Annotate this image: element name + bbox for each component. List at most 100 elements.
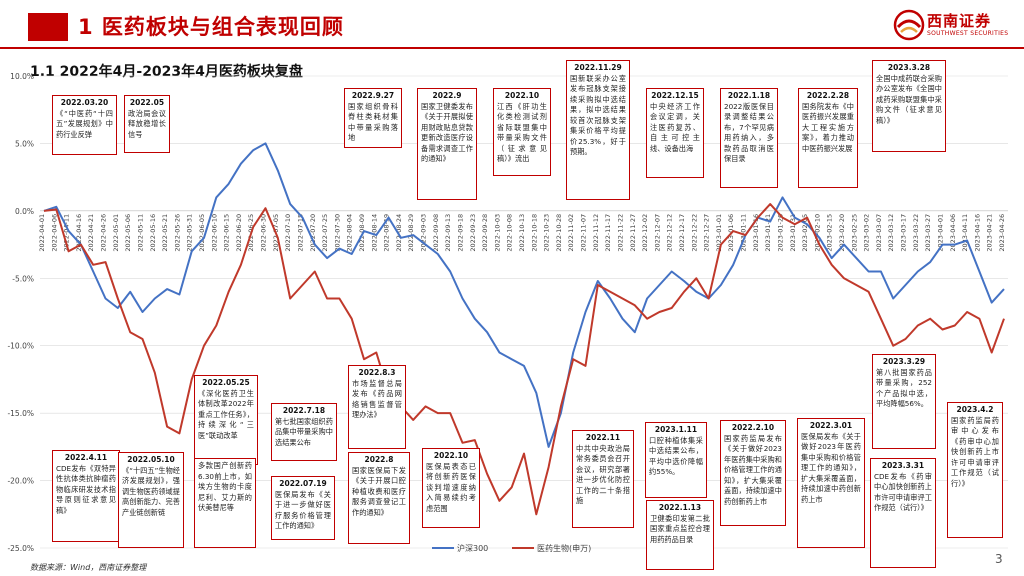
y-tick-label: 5.0% [15,139,34,148]
x-tick-label: 2023-01-01 [715,214,723,252]
annotation-text: 国务院发布《中医药振兴发展重大工程实施方案》，着力推动中医药振兴发展 [802,101,854,153]
event-annotation: 多款国产创新药6.30前上市，如埃方生物的卡度尼利、艾力斯的伏美替尼等 [194,458,256,548]
annotation-text: 中共中央政治局常务委员会召开会议，研究部署进一步优化防控工作的二十条措施 [576,443,630,506]
annotation-text: 医保局发布《关于进一步做好医疗服务价格管理工作的通知》 [275,489,331,531]
event-annotation: 2022.10 医保局表态已将创新药医保谈判增速度纳入简易续约考虑范围 [422,448,480,528]
logo-icon [893,9,925,41]
x-tick-label: 2022-04-26 [100,214,108,252]
annotation-text: 口腔种植体集采中选结果公布，平均中选价降幅约55%。 [649,435,703,477]
x-tick-label: 2023-03-27 [924,214,932,252]
x-tick-label: 2023-04-06 [949,214,957,252]
x-tick-label: 2022-09-23 [469,214,477,252]
x-tick-label: 2023-03-17 [900,214,908,252]
event-annotation: 2022.07.19 医保局发布《关于进一步做好医疗服务价格管理工作的通知》 [271,476,335,540]
x-tick-label: 2022-08-29 [407,214,415,252]
x-tick-label: 2022-11-22 [616,214,624,252]
x-tick-label: 2022-05-06 [124,214,132,252]
x-tick-label: 2022-06-15 [223,214,231,252]
x-tick-label: 2023-02-10 [813,214,821,252]
annotation-text: 国家组织骨科脊柱类耗材集中带量采购落地 [348,101,398,143]
annotation-text: 江西《肝功生化类检测试剂省际联盟集中带量采购文件（征求意见稿）》流出 [497,101,547,164]
event-annotation: 2022.8.3 市场监督总局发布《药品网络销售监督管理办法》 [348,365,406,449]
annotation-date: 2022.07.19 [279,479,327,488]
x-tick-label: 2023-04-01 [936,214,944,252]
annotation-date: 2023.3.29 [882,357,926,366]
event-annotation: 2023.3.29 第八批国家药品带量采购，252个产品拟中选，平均降幅56%。 [872,354,936,449]
x-tick-label: 2022-10-08 [506,214,514,252]
x-tick-label: 2023-03-07 [875,214,883,252]
x-tick-label: 2023-01-21 [764,214,772,252]
annotation-text: 国家卫健委发布《关于开展拟使用财政贴息贷款更新改造医疗设备需求调查工作的通知》 [421,101,473,164]
annotation-text: 国家药监局发布《关于做好2023年医药集中采购和价格管理工作的通知》，扩大集采覆… [724,433,782,506]
annotation-date: 2022.2.10 [731,423,775,432]
x-tick-label: 2023-02-25 [850,214,858,252]
annotation-date: 2023.4.2 [956,405,994,414]
annotation-date: 2022.10 [504,91,540,100]
x-tick-label: 2022-06-20 [235,214,243,252]
x-tick-label: 2022-11-02 [567,214,575,252]
x-tick-label: 2022-10-23 [543,214,551,252]
x-tick-label: 2022-11-07 [580,214,588,252]
x-tick-label: 2022-10-13 [518,214,526,252]
annotation-date: 2023.3.31 [881,461,925,470]
event-annotation: 2022.7.18 第七批国家组织药品集中带量采购中选结果公布 [271,403,337,461]
series-line-hs300 [43,142,1005,448]
x-tick-label: 2022-07-30 [333,214,341,252]
x-tick-label: 2023-03-22 [912,214,920,252]
x-tick-label: 2022-12-22 [690,214,698,252]
x-tick-label: 2023-03-12 [887,214,895,252]
x-tick-label: 2022-09-03 [420,214,428,252]
annotation-text: 市场监督总局发布《药品网络销售监督管理办法》 [352,378,402,420]
x-tick-label: 2022-11-12 [592,214,600,252]
event-annotation: 2023.3.28 全国中成药联合采购办公室发布《全国中成药采购联盟集中采购文件（… [872,60,946,152]
series-line-pharma [43,203,1005,516]
annotation-date: 2022.05.25 [202,378,250,387]
event-annotation: 2023.1.11 口腔种植体集采中选结果公布，平均中选价降幅约55%。 [645,422,707,498]
annotation-date: 2022.9 [432,91,462,100]
x-tick-label: 2023-04-11 [961,214,969,252]
header-bar: 1 医药板块与组合表现回顾 西南证券 SOUTHWEST SECURITIES [0,0,1024,44]
y-tick-label: -20.0% [7,477,34,486]
x-tick-label: 2022-12-17 [678,214,686,252]
x-tick-label: 2022-12-02 [641,214,649,252]
event-annotation: 2022.3.01 医保局发布《关于做好2023年医药集中采购和价格管理工作的通知… [797,418,865,548]
annotation-text: 国家药监局药审中心发布《药审中心加快创新药上市许可申请审评工作规范（试行）》 [951,415,999,488]
event-annotation: 2022.11 中共中央政治局常务委员会召开会议，研究部署进一步优化防控工作的二十… [572,430,634,528]
x-tick-label: 2022-10-03 [493,214,501,252]
annotation-text: 《深化医药卫生体制改革2022年重点工作任务》，持续深化“三医”联动改革 [198,388,254,440]
x-tick-label: 2022-05-01 [112,214,120,252]
annotation-date: 2022.9.27 [351,91,395,100]
annotation-date: 2022.05 [129,98,165,107]
annotation-date: 2022.3.01 [809,421,853,430]
annotation-text: 《“中医药“十四五”发展规划》中药行业反弹 [56,108,113,139]
page-number: 3 [995,552,1003,566]
annotation-text: 国新联采办公室发布冠脉支架接续采购拟中选结果，拟中选结果较首次冠脉支架集采价格平… [570,73,626,157]
event-annotation: 2022.9.27 国家组织骨科脊柱类耗材集中带量采购落地 [344,88,402,148]
page-title: 1 医药板块与组合表现回顾 [78,15,344,39]
event-annotation: 2022.2.10 国家药监局发布《关于做好2023年医药集中采购和价格管理工作的… [720,420,786,526]
y-tick-label: -15.0% [7,409,34,418]
annotation-text: CDE发布《双特异性抗体类抗肿瘤药物临床研发技术指导原则征求意见稿》 [56,463,116,515]
y-tick-label: -10.0% [7,342,34,351]
annotation-date: 2022.1.13 [658,503,702,512]
x-tick-label: 2022-09-08 [432,214,440,252]
x-tick-label: 2022-06-05 [198,214,206,252]
logo-subtext: SOUTHWEST SECURITIES [927,30,1009,37]
annotation-date: 2022.12.15 [651,91,699,100]
event-annotation: 2022.4.11 CDE发布《双特异性抗体类抗肿瘤药物临床研发技术指导原则征求意… [52,450,120,542]
x-tick-label: 2022-05-16 [149,214,157,252]
x-tick-label: 2022-07-25 [321,214,329,252]
x-tick-label: 2022-12-27 [703,214,711,252]
x-tick-label: 2023-02-20 [838,214,846,252]
event-annotation: 2023.3.31 CDE发布《药审中心加快创新药上市许可申请审评工作规范（试行）… [870,458,936,568]
event-annotation: 2023.4.2 国家药监局药审中心发布《药审中心加快创新药上市许可申请审评工作规… [947,402,1003,538]
annotation-date: 2022.1.18 [727,91,771,100]
annotation-text: CDE发布《药审中心加快创新药上市许可申请审评工作规范（试行）》 [874,471,932,513]
x-tick-label: 2022-11-27 [629,214,637,252]
x-tick-label: 2022-09-13 [444,214,452,252]
x-tick-label: 2022-07-20 [309,214,317,252]
annotation-text: 国家医保局下发《关于开展口腔种植收费和医疗服务调查登记工作的通知》 [352,465,406,517]
x-tick-label: 2022-05-26 [173,214,181,252]
legend-label: 沪深300 [457,543,488,553]
event-annotation: 2022.9 国家卫健委发布《关于开展拟使用财政贴息贷款更新改造医疗设备需求调查工… [417,88,477,200]
